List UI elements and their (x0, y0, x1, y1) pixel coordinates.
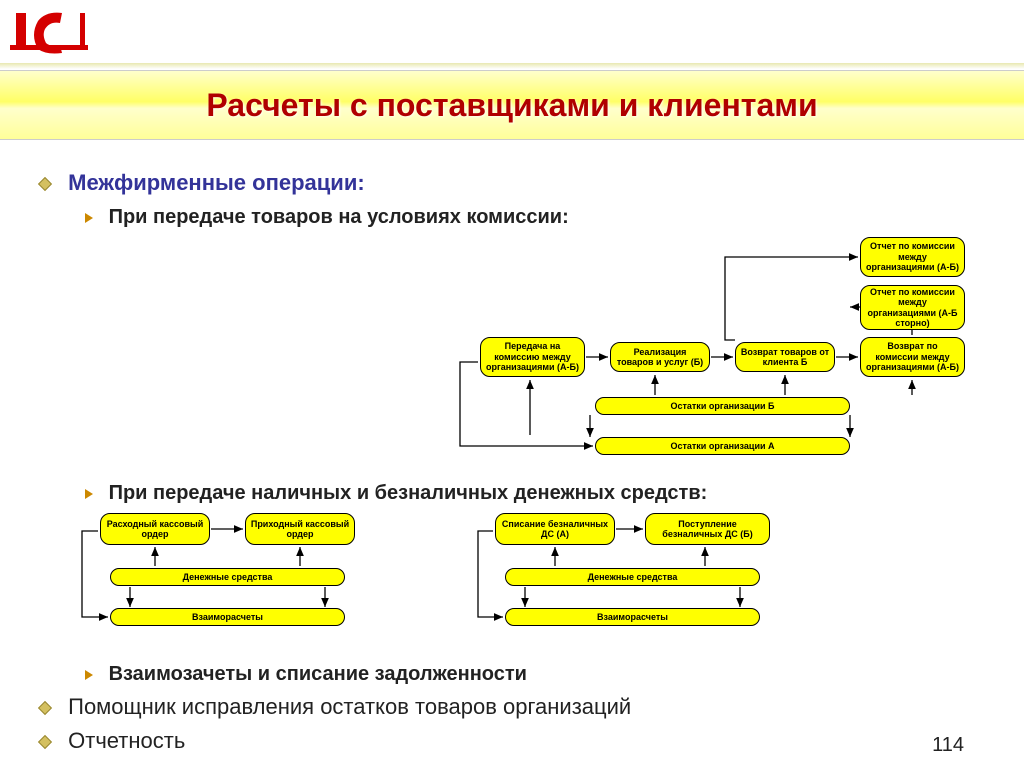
flowchart-node: Денежные средства (110, 568, 345, 586)
diagram-cash: Расходный кассовый ордер Приходный кассов… (70, 513, 390, 643)
flowchart-node: Отчет по комиссии между организациями (А… (860, 285, 965, 330)
bullet-text: Отчетность (68, 728, 185, 753)
bullet-text: Помощник исправления остатков товаров ор… (68, 694, 631, 719)
flowchart-node: Отчет по комиссии между организациями (А… (860, 237, 965, 277)
bullet-text: Взаимозачеты и списание задолженности (109, 663, 527, 685)
diagram-commission: Передача на комиссию между организациями… (110, 237, 994, 462)
flowchart-node: Передача на комиссию между организациями… (480, 337, 585, 377)
bullet-level1: Помощник исправления остатков товаров ор… (30, 694, 994, 720)
logo-1c (10, 5, 90, 55)
diamond-icon (38, 735, 52, 749)
flowchart-node: Взаиморасчеты (505, 608, 760, 626)
content-area: Межфирменные операции: При передаче това… (0, 160, 1024, 767)
diagram-bank: Списание безналичных ДС (А) Поступление б… (470, 513, 800, 643)
flowchart-node: Взаиморасчеты (110, 608, 345, 626)
bullet-level1: Межфирменные операции: (30, 170, 994, 196)
diamond-icon (38, 177, 52, 191)
diamond-icon (38, 701, 52, 715)
flowchart-node: Расходный кассовый ордер (100, 513, 210, 545)
bullet-text: При передаче наличных и безналичных дене… (109, 482, 708, 504)
arrow-icon (85, 213, 93, 223)
bullet-level2: Взаимозачеты и списание задолженности (30, 663, 994, 686)
page-title: Расчеты с поставщиками и клиентами (206, 87, 817, 124)
bullet-level2: При передаче товаров на условиях комисси… (30, 206, 994, 229)
flowchart-node: Приходный кассовый ордер (245, 513, 355, 545)
bullet-text: При передаче товаров на условиях комисси… (109, 206, 569, 228)
bullet-level1: Отчетность (30, 728, 994, 754)
bullet-text: Межфирменные операции: (68, 170, 365, 195)
page-number: 114 (932, 734, 964, 757)
flowchart-node: Реализация товаров и услуг (Б) (610, 342, 710, 372)
flowchart-node: Списание безналичных ДС (А) (495, 513, 615, 545)
flowchart-node: Остатки организации Б (595, 397, 850, 415)
arrow-icon (85, 670, 93, 680)
flowchart-node: Возврат по комиссии между организациями … (860, 337, 965, 377)
flowchart-node: Возврат товаров от клиента Б (735, 342, 835, 372)
arrow-icon (85, 489, 93, 499)
bullet-level2: При передаче наличных и безналичных дене… (30, 482, 994, 505)
title-bar: Расчеты с поставщиками и клиентами (0, 70, 1024, 140)
flowchart-node: Поступление безналичных ДС (Б) (645, 513, 770, 545)
flowchart-node: Остатки организации А (595, 437, 850, 455)
flowchart-node: Денежные средства (505, 568, 760, 586)
